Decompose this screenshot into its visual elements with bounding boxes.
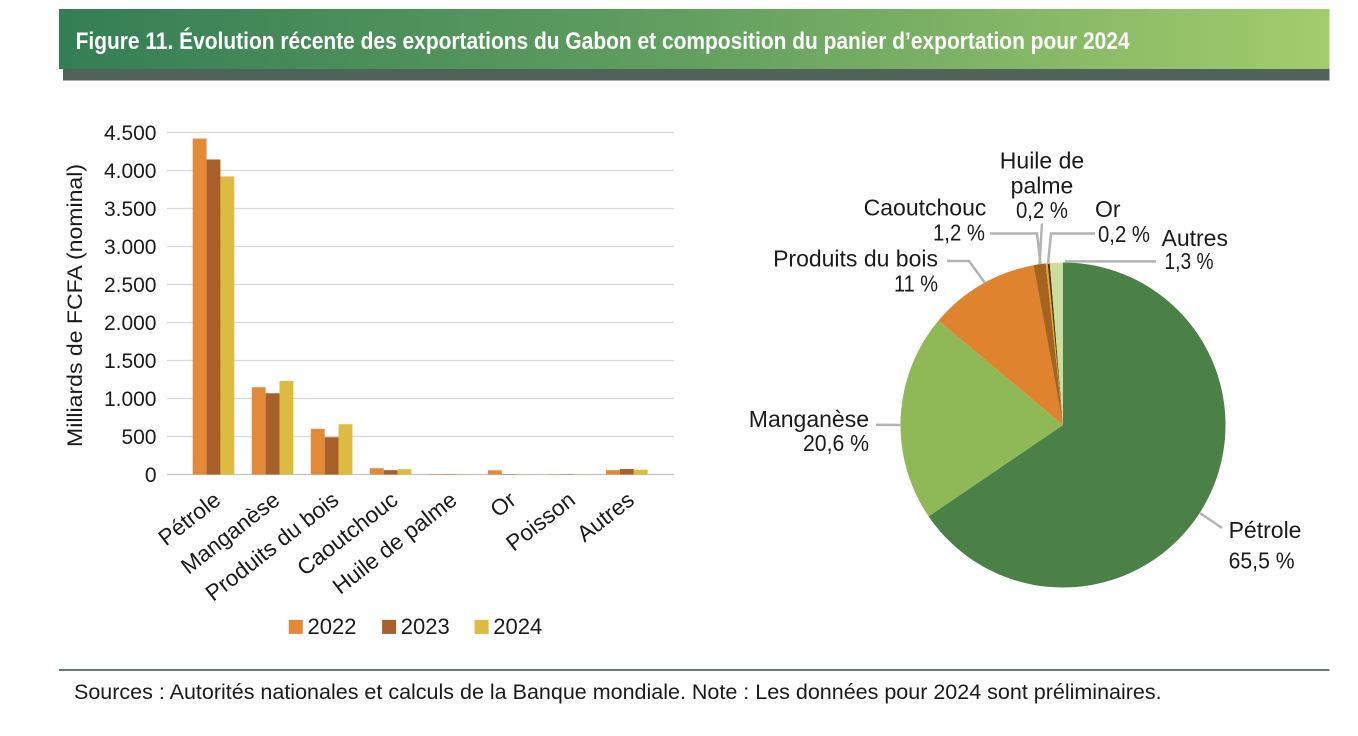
svg-text:Figure 11. Évolution récente d: Figure 11. Évolution récente des exporta… [76,27,1131,55]
svg-text:Or: Or [1095,196,1121,222]
svg-text:4.000: 4.000 [104,160,157,183]
svg-text:65,5 %: 65,5 % [1229,548,1295,574]
svg-text:1.000: 1.000 [104,388,157,411]
svg-text:2.000: 2.000 [104,312,157,335]
svg-text:1.500: 1.500 [104,350,157,373]
svg-text:Autres: Autres [572,487,639,547]
svg-text:2022: 2022 [308,614,357,639]
svg-text:Produits du bois: Produits du bois [773,246,938,272]
svg-text:Huile de: Huile de [1000,148,1084,174]
svg-text:Autres: Autres [1162,225,1228,251]
svg-text:11 %: 11 % [894,271,938,297]
svg-text:4.500: 4.500 [104,122,157,145]
svg-text:3.000: 3.000 [104,236,157,259]
svg-text:1,2 %: 1,2 % [933,220,985,246]
svg-text:palme: palme [1011,173,1074,199]
svg-text:Manganèse: Manganèse [749,406,869,432]
svg-text:Sources : Autorités nationales: Sources : Autorités nationales et calcul… [74,680,1162,704]
svg-text:Or: Or [486,487,521,522]
svg-text:500: 500 [121,426,156,449]
svg-text:Caoutchouc: Caoutchouc [864,195,987,221]
svg-text:0,2 %: 0,2 % [1016,197,1068,223]
svg-text:Milliards de FCFA (nominal): Milliards de FCFA (nominal) [63,164,87,447]
svg-text:0: 0 [145,464,157,487]
svg-text:2024: 2024 [493,614,542,639]
svg-text:3.500: 3.500 [104,198,157,221]
svg-text:0,2 %: 0,2 % [1098,221,1150,247]
svg-text:20,6 %: 20,6 % [803,430,869,456]
svg-text:2.500: 2.500 [104,274,157,297]
svg-text:Pétrole: Pétrole [1229,517,1302,543]
svg-text:2023: 2023 [401,614,450,639]
svg-text:1,3 %: 1,3 % [1165,248,1214,274]
